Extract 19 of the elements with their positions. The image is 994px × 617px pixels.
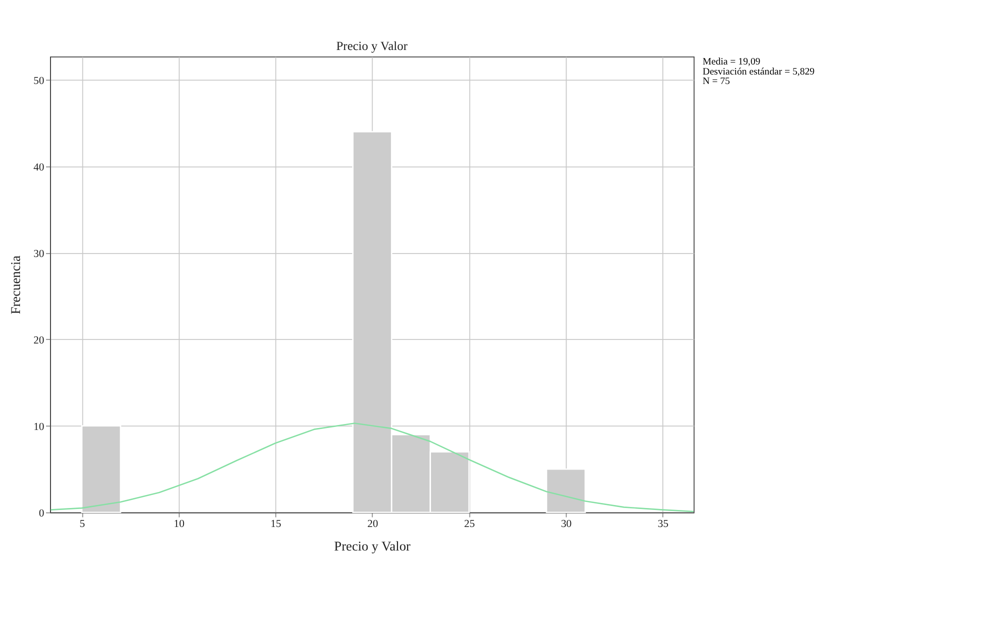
y-tick-label: 40: [34, 161, 44, 174]
x-tick-label: 20: [367, 518, 378, 530]
text: Desviación estándar = 5,829: [702, 66, 815, 78]
text: N = 75: [702, 76, 730, 88]
y-tick-label: 30: [34, 248, 44, 260]
y-axis-title: Frecuencia: [8, 255, 24, 314]
x-tick-label: 30: [560, 518, 572, 530]
y-tick-label: 10: [34, 420, 44, 433]
x-tick-label: 25: [464, 518, 475, 530]
y-tick-label: 50: [34, 74, 44, 87]
chart-title: Precio y Valor: [336, 39, 408, 54]
y-tick-label: 0: [38, 507, 44, 520]
text: Media = 19,09: [702, 56, 760, 68]
x-tick-label: 5: [80, 518, 85, 530]
x-tick-label: 10: [174, 518, 184, 530]
x-axis-title: Precio y Valor: [334, 538, 412, 554]
x-tick-label: 35: [658, 518, 668, 530]
x-tick-label: 15: [270, 518, 282, 530]
y-tick-label: 20: [34, 334, 44, 346]
